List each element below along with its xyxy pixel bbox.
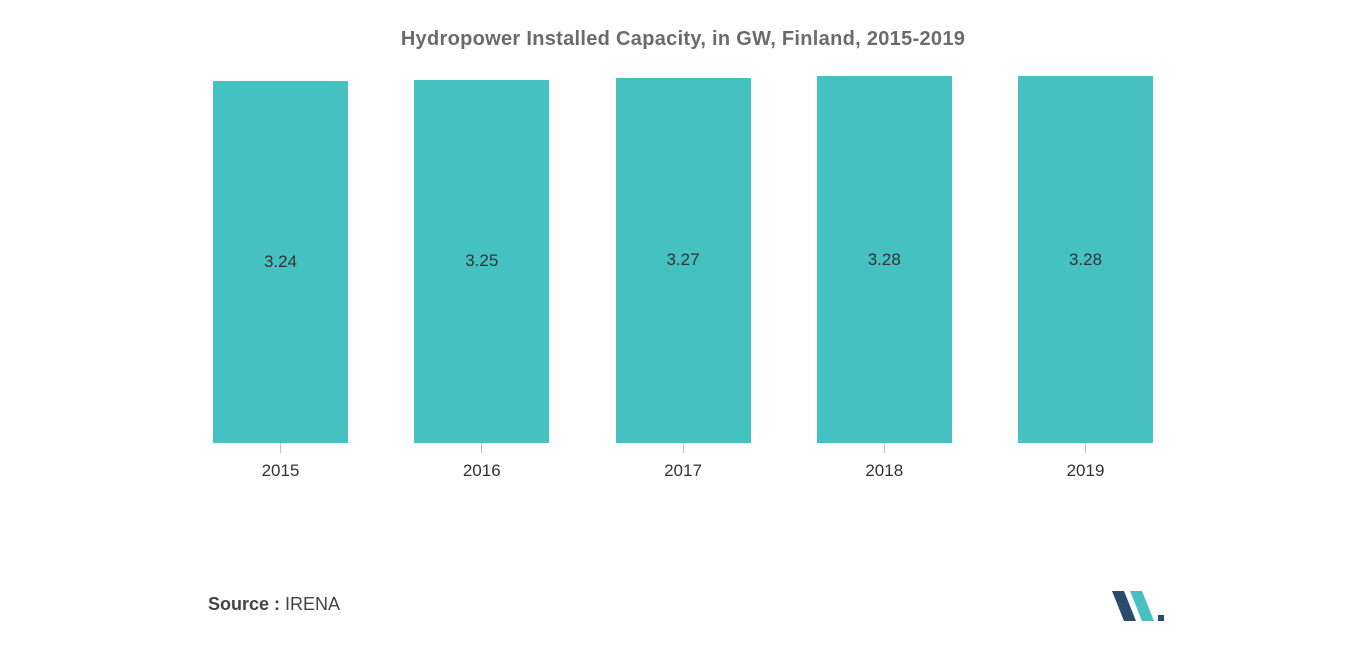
- bar-value-label: 3.25: [465, 251, 498, 271]
- axis-tick: [1085, 443, 1086, 453]
- bar-wrap: 3.28: [817, 63, 952, 443]
- axis-tick: [481, 443, 482, 453]
- category-label: 2017: [664, 461, 702, 481]
- bar-wrap: 3.27: [616, 63, 751, 443]
- bar-wrap: 3.25: [414, 63, 549, 443]
- bar: 3.27: [616, 78, 751, 443]
- bar: 3.25: [414, 80, 549, 443]
- bar-value-label: 3.28: [1069, 250, 1102, 270]
- axis-tick: [884, 443, 885, 453]
- bar-wrap: 3.24: [213, 63, 348, 443]
- source-citation: Source : IRENA: [208, 594, 340, 615]
- category-label: 2018: [865, 461, 903, 481]
- bar: 3.24: [213, 81, 348, 443]
- chart-title: Hydropower Installed Capacity, in GW, Fi…: [0, 28, 1366, 51]
- bar-group: 3.27 2017: [616, 63, 751, 481]
- category-label: 2019: [1067, 461, 1105, 481]
- bar-value-label: 3.27: [666, 250, 699, 270]
- plot-area: 3.24 2015 3.25 2016 3.27 2017 3.28 2018 3.28 2019: [213, 101, 1153, 481]
- axis-tick: [280, 443, 281, 453]
- bar-group: 3.28 2019: [1018, 63, 1153, 481]
- bar-value-label: 3.24: [264, 252, 297, 272]
- source-label: Source :: [208, 594, 280, 614]
- source-text: IRENA: [280, 594, 340, 614]
- logo-dot: [1158, 615, 1164, 621]
- bar: 3.28: [817, 76, 952, 443]
- bar-wrap: 3.28: [1018, 63, 1153, 443]
- bar-group: 3.25 2016: [414, 63, 549, 481]
- category-label: 2015: [262, 461, 300, 481]
- bar-value-label: 3.28: [868, 250, 901, 270]
- bar: 3.28: [1018, 76, 1153, 443]
- category-label: 2016: [463, 461, 501, 481]
- bar-group: 3.28 2018: [817, 63, 952, 481]
- chart-container: Hydropower Installed Capacity, in GW, Fi…: [0, 0, 1366, 655]
- brand-logo: [1110, 587, 1166, 625]
- axis-tick: [683, 443, 684, 453]
- bar-group: 3.24 2015: [213, 63, 348, 481]
